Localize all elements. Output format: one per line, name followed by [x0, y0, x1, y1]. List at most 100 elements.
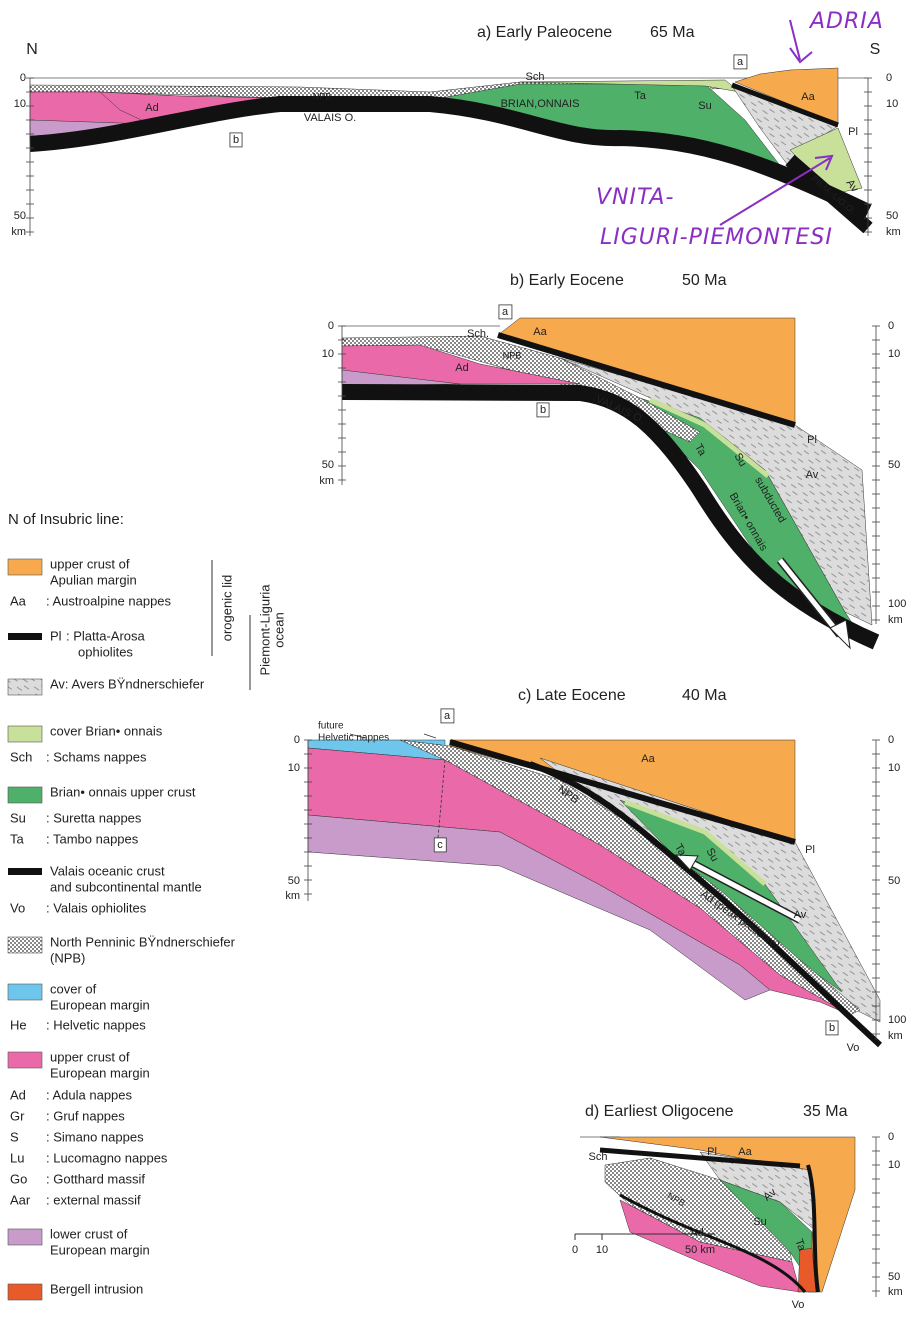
legend-swatch	[8, 1052, 42, 1068]
legend-text: : Austroalpine nappes	[46, 593, 172, 608]
depth-label: 10	[886, 98, 898, 110]
legend-text: : Gruf nappes	[46, 1108, 125, 1123]
depth-label: 50	[888, 875, 900, 887]
legend-text: and subcontinental mantle	[50, 879, 202, 894]
legend-swatch	[8, 726, 42, 742]
legend-code: Ad	[10, 1087, 26, 1102]
legend-swatch	[8, 937, 42, 953]
depth-label: 0	[328, 320, 334, 332]
section-age: 40 Ma	[682, 687, 727, 704]
section-label: Ad	[455, 362, 468, 374]
section-label: VALAIS O.	[304, 112, 356, 124]
section-label: a	[444, 710, 451, 722]
section-label: Aa	[533, 326, 547, 338]
legend-text: : Valais ophiolites	[46, 900, 147, 915]
section-label: a	[737, 56, 744, 68]
section-label: Vo	[847, 1042, 860, 1054]
section-label: Pl	[848, 126, 858, 138]
legend-code: Go	[10, 1171, 27, 1186]
section-label: BRIAN,ONNAIS	[501, 98, 580, 110]
section-title: c) Late Eocene	[518, 687, 626, 704]
legend-code: Aar	[10, 1192, 31, 1207]
legend-text: North Penninic BŸndnerschiefer	[50, 934, 236, 949]
depth-label: 50	[14, 210, 26, 222]
legend-code: Ta	[10, 831, 25, 846]
section-label: Vo	[792, 1299, 805, 1311]
depth-label: 100	[888, 1014, 906, 1026]
annotation: ADRIA	[808, 9, 884, 34]
depth-label: 10	[288, 762, 300, 774]
legend-text: : Simano nappes	[46, 1129, 144, 1144]
depth-label: 0	[888, 1131, 894, 1143]
section-title: d) Earliest Oligocene	[585, 1103, 734, 1120]
direction: N	[26, 41, 38, 58]
depth-label: km	[886, 226, 901, 238]
section-label: 50 km	[685, 1244, 715, 1256]
legend-text: : Lucomagno nappes	[46, 1150, 168, 1165]
section-title: b) Early Eocene	[510, 272, 624, 289]
legend-text: : Suretta nappes	[46, 810, 142, 825]
section-c	[308, 734, 880, 1045]
depth-label: 0	[294, 734, 300, 746]
legend-text: European margin	[50, 997, 150, 1012]
legend-swatch	[8, 984, 42, 1000]
depth-label: 100	[888, 598, 906, 610]
legend-text: cover Brian• onnais	[50, 723, 163, 738]
legend-text: : Helvetic nappes	[46, 1017, 146, 1032]
section-label: Aa	[738, 1146, 752, 1158]
depth-label: km	[319, 475, 334, 487]
section-label: b	[233, 134, 239, 146]
section-label: Su	[753, 1216, 766, 1228]
depth-label: 50	[288, 875, 300, 887]
section-label: c	[437, 839, 443, 851]
legend-swatch	[8, 1229, 42, 1245]
depth-label: 50	[322, 459, 334, 471]
legend-text: cover of	[50, 981, 97, 996]
depth-label: 10	[14, 98, 26, 110]
depth-label: km	[888, 614, 903, 626]
section-age: 35 Ma	[803, 1103, 848, 1120]
figure: ADRIA VNITA- LIGURI-PIEMONTESI N of Insu…	[0, 0, 924, 1333]
legend-code: Vo	[10, 900, 25, 915]
bracket-label: Piemont-Liguria	[257, 584, 272, 676]
bracket-label: ocean	[271, 612, 286, 647]
section-label: NPB	[313, 91, 332, 101]
section-label: Pl	[805, 844, 815, 856]
legend-code: S	[10, 1129, 19, 1144]
section-label: Aa	[801, 91, 815, 103]
legend-text: Valais oceanic crust	[50, 863, 165, 878]
depth-label: 0	[888, 734, 894, 746]
section-label: Helvetic nappes	[318, 733, 389, 744]
legend-text: Apulian margin	[50, 572, 137, 587]
section-label: 10	[596, 1244, 608, 1256]
legend-text: Av: Avers BŸndnerschiefer	[50, 676, 205, 691]
section-label: Av	[806, 469, 819, 481]
legend-swatch	[8, 559, 42, 575]
legend-text: ophiolites	[78, 644, 133, 659]
legend-swatch	[8, 1284, 42, 1300]
section-age: 65 Ma	[650, 24, 695, 41]
section-a	[30, 68, 868, 228]
section-label: Av	[794, 909, 807, 921]
depth-label: km	[888, 1030, 903, 1042]
depth-label: 10	[888, 762, 900, 774]
annotation: VNITA-	[596, 185, 674, 210]
depth-label: km	[285, 890, 300, 902]
legend-text: Bergell intrusion	[50, 1281, 143, 1296]
depth-label: 50	[888, 1271, 900, 1283]
legend-heading: N of Insubric line:	[8, 511, 124, 528]
section-label: Ta	[634, 90, 647, 102]
legend-code: He	[10, 1017, 27, 1032]
legend-swatch	[8, 868, 42, 875]
depth-label: km	[11, 226, 26, 238]
legend-text: : Tambo nappes	[46, 831, 139, 846]
legend-text: : Schams nappes	[46, 749, 147, 764]
legend-text: upper crust of	[50, 556, 130, 571]
legend-text: : Platta-Arosa	[66, 628, 146, 643]
legend-swatch	[8, 679, 42, 695]
section-label: Ad	[145, 102, 158, 114]
legend-text: European margin	[50, 1242, 150, 1257]
legend-code: Pl	[50, 628, 62, 643]
depth-label: 50	[886, 210, 898, 222]
section-label: Su	[698, 100, 711, 112]
